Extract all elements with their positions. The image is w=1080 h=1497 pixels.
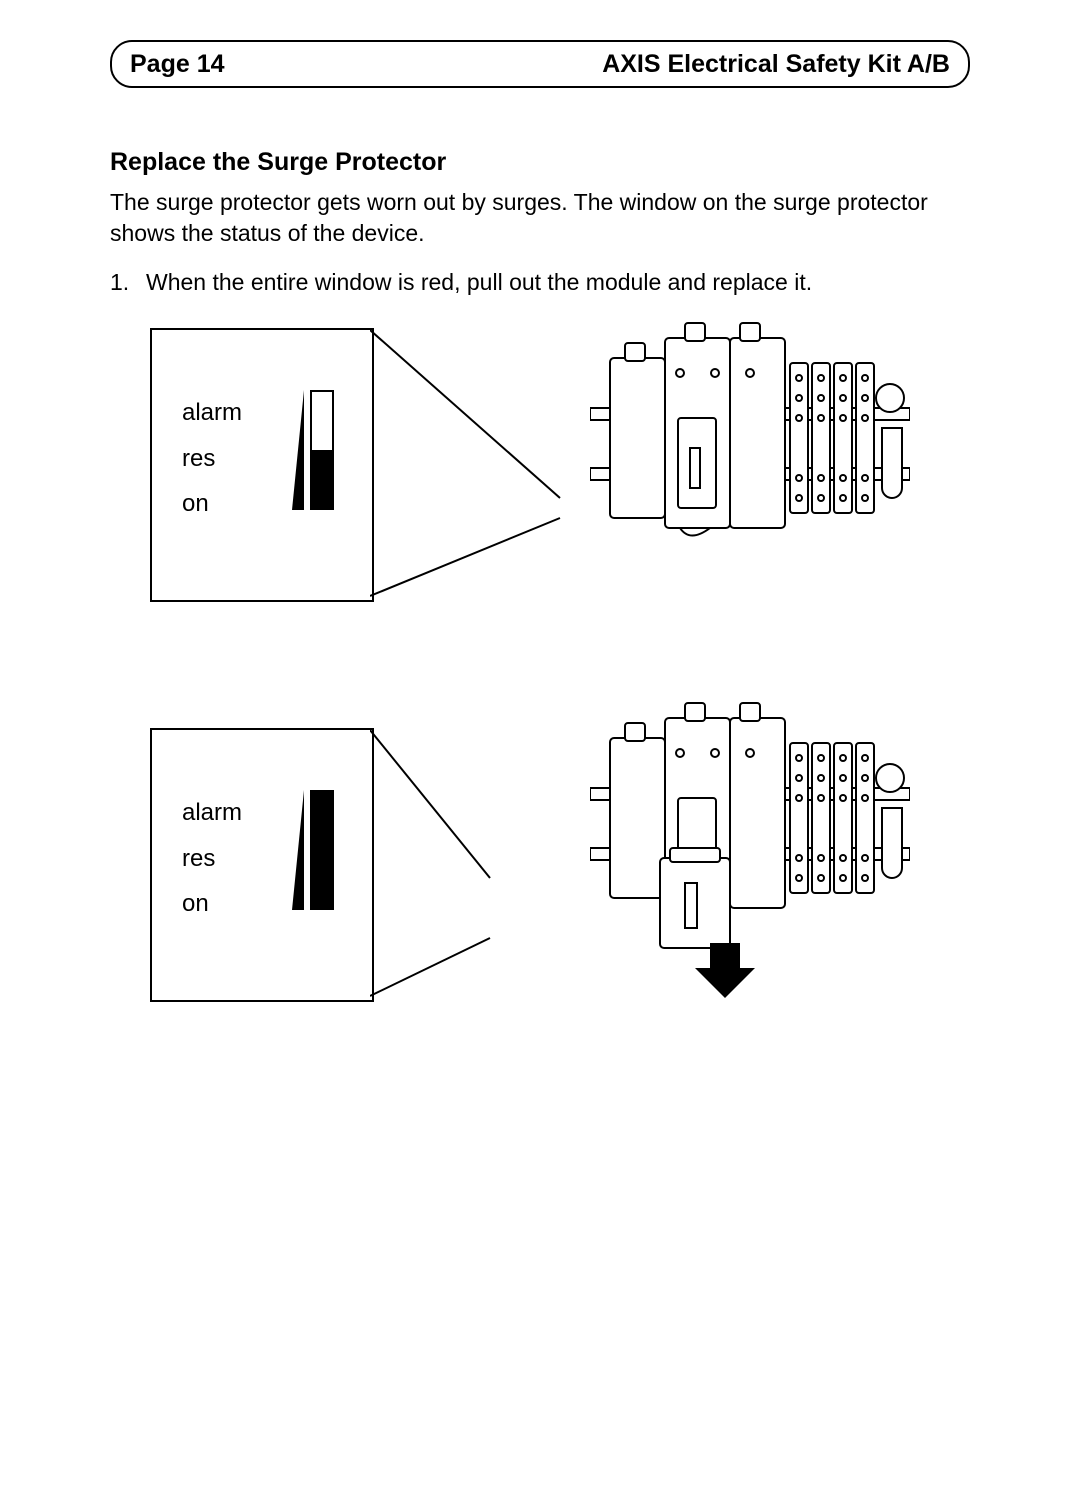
detail-box-1: alarm res on	[150, 328, 374, 602]
indicator-fill-half	[312, 450, 332, 508]
status-indicator-1	[292, 390, 336, 510]
din-rail-device-pull-icon	[590, 688, 910, 1008]
din-rail-device-icon	[590, 308, 910, 558]
label-alarm: alarm	[182, 390, 242, 436]
page-header: Page 14 AXIS Electrical Safety Kit A/B	[110, 40, 970, 88]
arrow-down-icon	[695, 943, 755, 998]
indicator-fill-full	[312, 792, 332, 908]
label-res: res	[182, 836, 242, 882]
page-number: Page 14	[130, 50, 225, 79]
figure-1: alarm res on	[110, 328, 970, 628]
step-text: When the entire window is red, pull out …	[146, 267, 812, 298]
indicator-window	[310, 390, 334, 510]
section-intro: The surge protector gets worn out by sur…	[110, 187, 970, 249]
label-on: on	[182, 881, 242, 927]
section-title: Replace the Surge Protector	[110, 148, 970, 177]
figure-2: alarm res on	[110, 698, 970, 1038]
label-res: res	[182, 436, 242, 482]
label-on: on	[182, 481, 242, 527]
indicator-labels-2: alarm res on	[182, 790, 242, 927]
step-1: 1. When the entire window is red, pull o…	[110, 267, 970, 298]
status-indicator-2	[292, 790, 336, 910]
indicator-wedge-icon	[292, 390, 304, 510]
detail-box-2: alarm res on	[150, 728, 374, 1002]
indicator-window	[310, 790, 334, 910]
doc-title: AXIS Electrical Safety Kit A/B	[602, 50, 950, 79]
indicator-wedge-icon	[292, 790, 304, 910]
indicator-labels-1: alarm res on	[182, 390, 242, 527]
step-number: 1.	[110, 267, 146, 298]
label-alarm: alarm	[182, 790, 242, 836]
